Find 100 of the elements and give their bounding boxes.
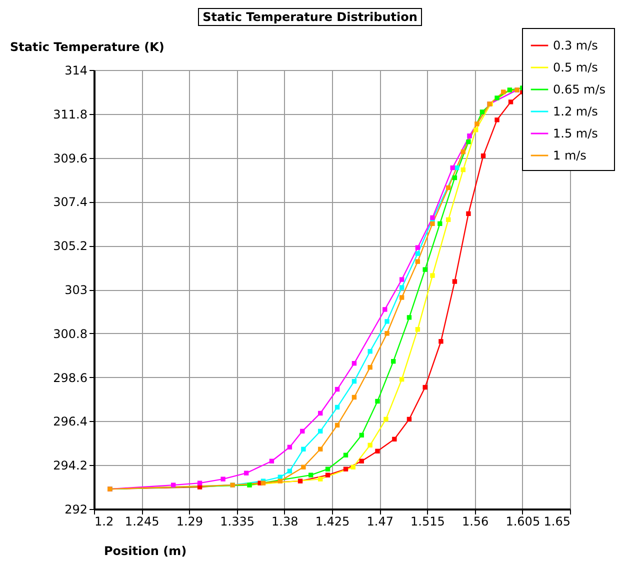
y-axis-title: Static Temperature (K) [10, 40, 164, 54]
legend-label: 1.2 m/s [553, 104, 598, 118]
point [343, 452, 348, 458]
y-tick-label: 309.6 [53, 151, 88, 166]
point [352, 360, 357, 366]
point [308, 472, 314, 478]
y-tick-label: 311.8 [53, 107, 88, 122]
point [466, 211, 471, 216]
point [474, 122, 480, 126]
y-tick-label: 307.4 [53, 195, 88, 210]
point [318, 428, 323, 434]
point [359, 458, 364, 464]
point [406, 416, 412, 422]
x-tick-label: 1.56 [462, 514, 489, 528]
point [318, 446, 323, 452]
y-tick-label: 296.4 [53, 414, 88, 429]
point [452, 279, 458, 284]
point [334, 386, 340, 392]
point [406, 315, 412, 320]
point [318, 476, 323, 482]
point [399, 376, 404, 382]
y-tick-label: 314 [64, 64, 88, 78]
legend-label: 0.5 m/s [553, 60, 598, 74]
x-tick-label: 1.65 [544, 514, 570, 528]
point [382, 307, 388, 312]
point [197, 480, 202, 486]
point [480, 110, 485, 114]
point [300, 428, 305, 434]
legend-label: 1 m/s [553, 148, 586, 162]
legend-label: 1.5 m/s [553, 126, 598, 140]
point [170, 482, 176, 488]
y-tick-label: 294.2 [53, 458, 88, 473]
point [359, 432, 364, 438]
point [368, 349, 372, 354]
point [334, 404, 340, 410]
point [287, 468, 292, 474]
legend-label: 0.3 m/s [553, 38, 598, 52]
point [278, 478, 283, 484]
x-tick-label: 1.245 [124, 514, 160, 528]
point [422, 384, 428, 390]
point [375, 448, 380, 454]
point [446, 185, 451, 190]
point [446, 217, 451, 222]
point [452, 175, 458, 180]
x-tick-label: 1.515 [410, 514, 445, 528]
point [438, 221, 442, 226]
point [392, 436, 397, 442]
point [368, 364, 372, 370]
point [318, 410, 323, 416]
point [430, 273, 435, 278]
y-tick-label: 303 [64, 283, 88, 297]
point [508, 100, 514, 104]
y-tick-label: 305.2 [53, 239, 88, 254]
x-axis-title: Position (m) [104, 544, 187, 558]
point [391, 358, 396, 364]
point [450, 165, 455, 170]
point [343, 466, 348, 472]
y-tick-label: 298.6 [53, 370, 88, 385]
point [501, 90, 506, 94]
point [352, 394, 357, 400]
point [494, 118, 500, 122]
point [334, 422, 340, 428]
point [430, 221, 435, 226]
point [474, 128, 478, 132]
x-tick-label: 1.2 [94, 514, 114, 528]
point [460, 149, 466, 154]
point [287, 444, 292, 450]
x-tick-label: 1.425 [315, 514, 350, 528]
point [480, 153, 486, 158]
x-tick-label: 1.47 [366, 514, 394, 528]
point [384, 416, 388, 422]
point [244, 470, 249, 476]
point [415, 251, 420, 256]
x-tick-label: 1.29 [176, 514, 204, 528]
point [415, 245, 420, 250]
point [415, 327, 420, 332]
point [298, 478, 303, 484]
y-tick-label: 292 [64, 502, 88, 516]
y-tick-label: 300.8 [53, 326, 88, 341]
point [415, 259, 420, 264]
x-tick-label: 1.605 [506, 514, 540, 528]
point [399, 295, 404, 300]
point [399, 277, 404, 282]
point [399, 285, 404, 290]
point [422, 267, 428, 272]
point [220, 476, 226, 482]
point [375, 398, 380, 404]
x-tick-label: 1.335 [220, 514, 254, 528]
point [301, 464, 306, 470]
point [460, 167, 466, 172]
point [352, 378, 357, 384]
chart-title: Static Temperature Distribution [198, 8, 422, 26]
point [325, 466, 330, 472]
point [368, 442, 372, 448]
point [438, 339, 444, 344]
point [325, 472, 330, 478]
legend-label: 0.65 m/s [553, 82, 606, 96]
point [466, 139, 471, 144]
point [269, 458, 274, 464]
point [384, 331, 390, 336]
